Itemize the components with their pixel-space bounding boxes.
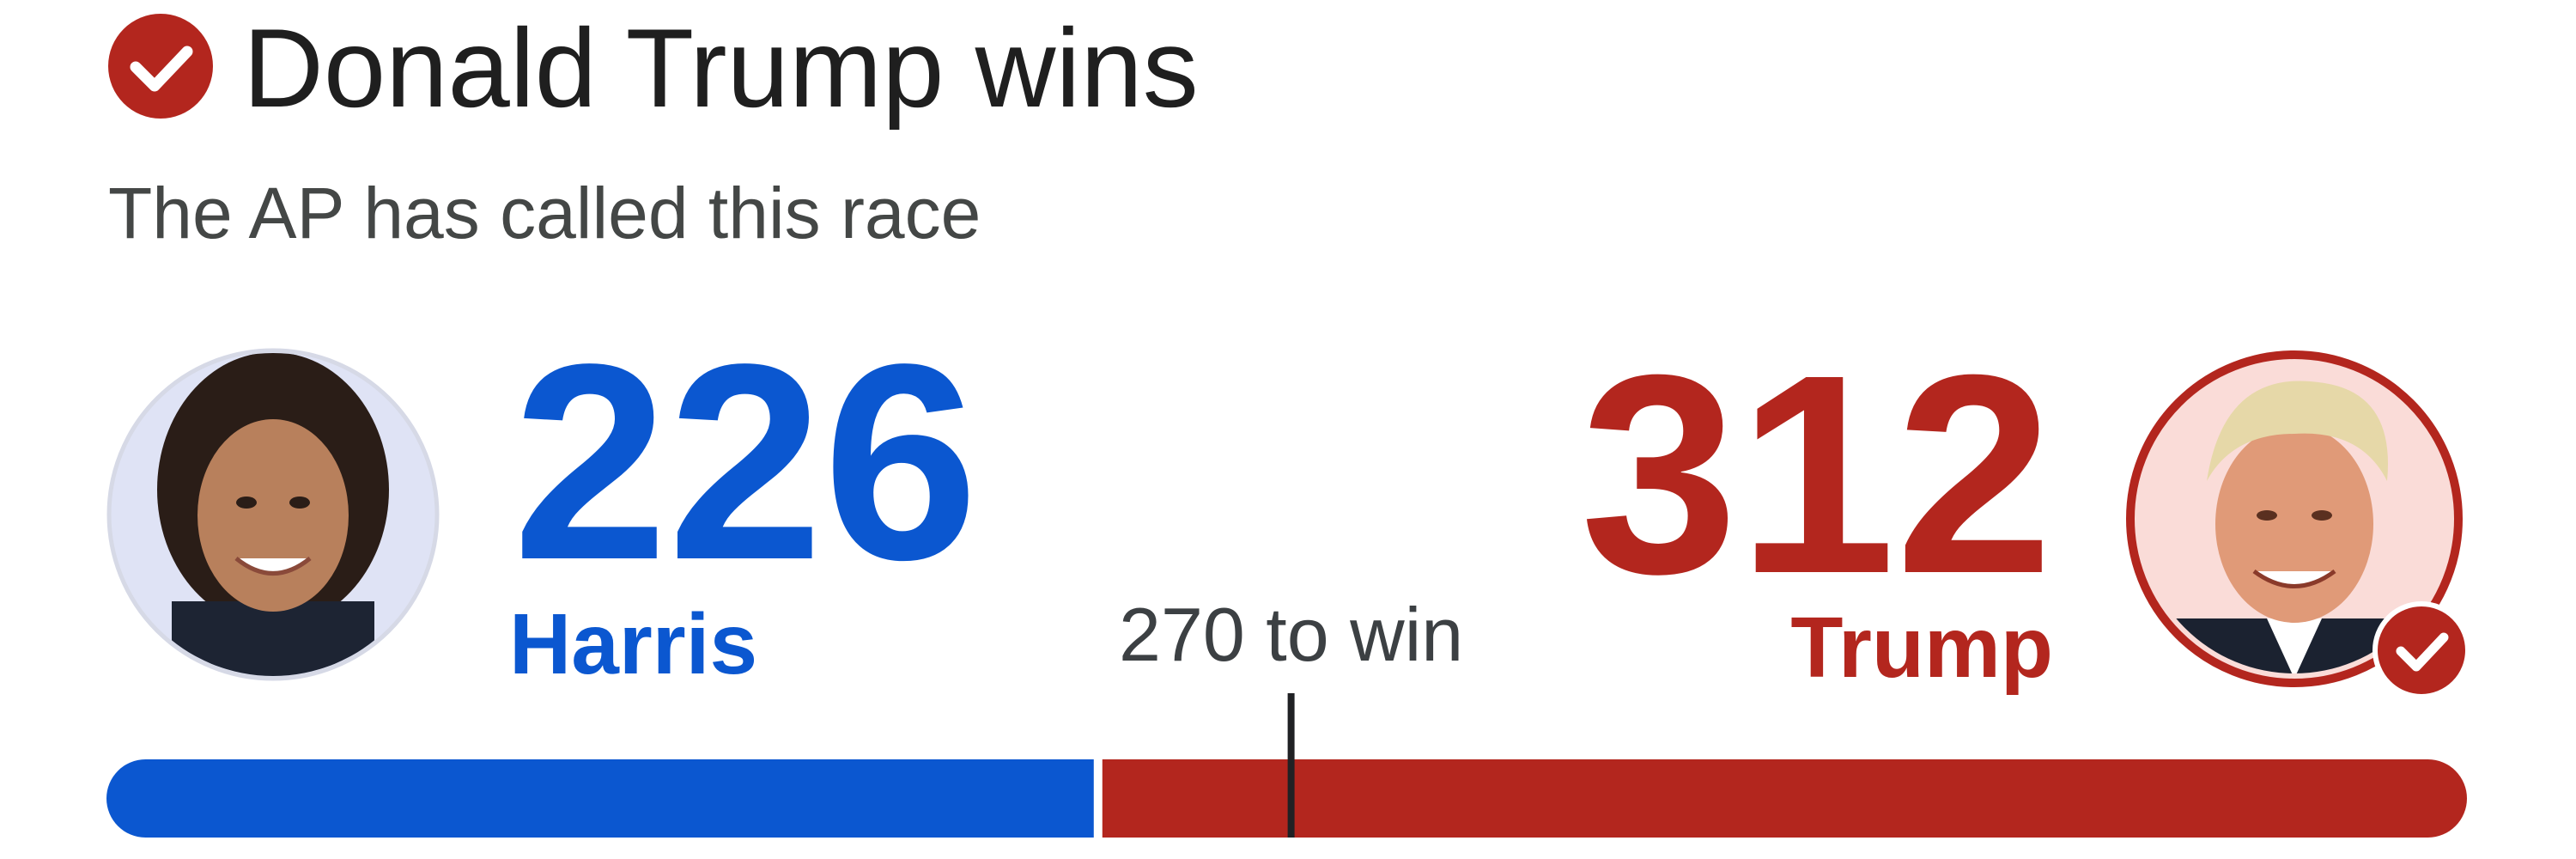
bar-segment — [106, 759, 1098, 838]
subtitle: The AP has called this race — [108, 173, 981, 253]
harris-photo — [106, 348, 440, 681]
trump-photo — [2126, 350, 2470, 699]
vote-bar — [106, 759, 2467, 838]
trump-votes: 312 — [1580, 315, 2053, 632]
bar-segment — [1097, 759, 2467, 838]
threshold-label: 270 to win — [1119, 592, 1463, 677]
trump-name: Trump — [1790, 600, 2053, 696]
winner-icon — [108, 14, 213, 119]
harris-name: Harris — [509, 596, 757, 692]
title: Donald Trump wins — [243, 5, 1199, 131]
harris-votes: 226 — [513, 306, 978, 618]
